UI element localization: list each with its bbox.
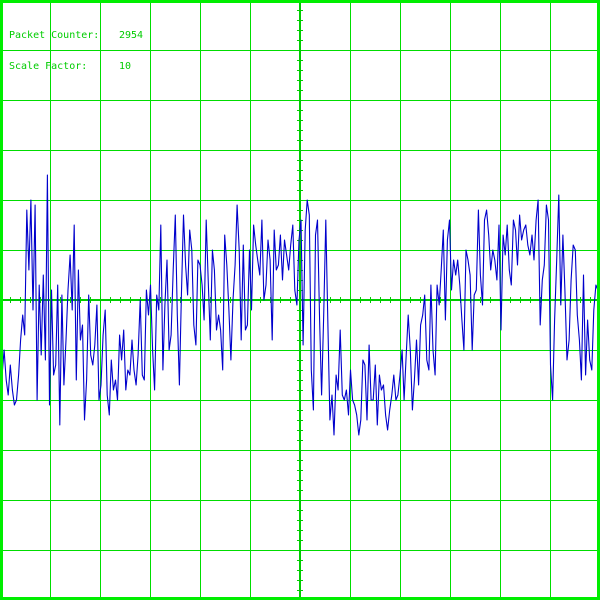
scale-factor-row: Scale Factor: 10: [9, 62, 179, 73]
packet-counter-row: Packet Counter: 2954: [9, 31, 179, 42]
status-readout: Packet Counter: 2954 Scale Factor: 10: [9, 11, 179, 93]
packet-counter-value: 2954: [119, 30, 144, 41]
signal-trace-layer: [0, 174, 600, 436]
scale-factor-value: 10: [119, 61, 132, 72]
signal-trace: [0, 174, 600, 436]
packet-counter-label: Packet Counter:: [9, 30, 100, 41]
scale-factor-label: Scale Factor:: [9, 61, 88, 72]
